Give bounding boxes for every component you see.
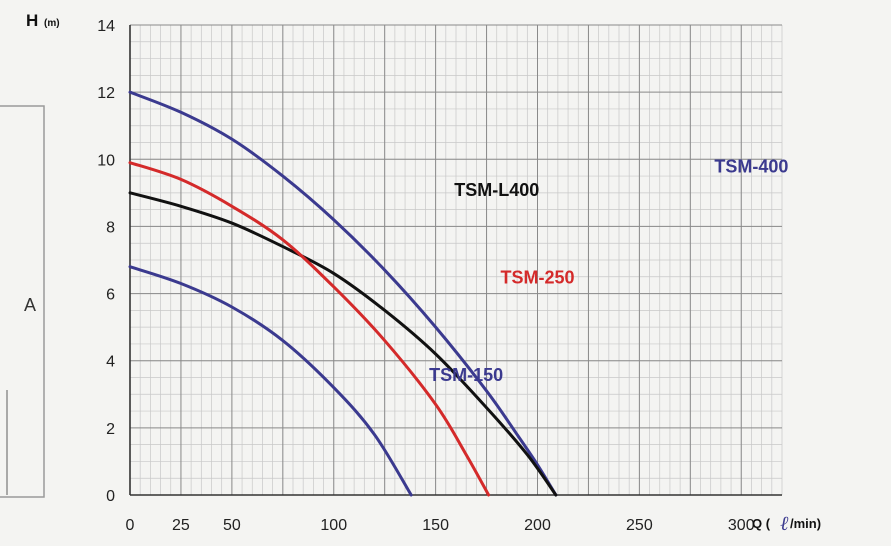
curve-tsm-l400 xyxy=(128,191,558,497)
y-tick-label: 14 xyxy=(97,18,115,35)
y-axis-label: H xyxy=(26,11,38,30)
y-tick-label: 0 xyxy=(106,488,115,505)
curve-tsm-150 xyxy=(128,265,413,497)
x-axis-label-litre-symbol: ℓ xyxy=(780,513,789,535)
x-tick-label: 50 xyxy=(223,517,241,534)
curve-label-tsm-250: TSM-250 xyxy=(500,268,574,288)
y-tick-label: 12 xyxy=(97,85,115,102)
x-tick-label: 150 xyxy=(422,517,449,534)
y-tick-label: 8 xyxy=(106,219,115,236)
y-tick-label: 2 xyxy=(106,421,115,438)
x-tick-label: 300 xyxy=(728,517,755,534)
y-axis-unit: (m) xyxy=(44,18,60,29)
x-tick-labels: 0 25 50 100 150 200 250 300 xyxy=(126,517,755,534)
curve-tsm-400 xyxy=(128,90,558,497)
y-tick-label: 6 xyxy=(106,287,115,304)
x-tick-label: 0 xyxy=(126,517,135,534)
y-tick-label: 4 xyxy=(106,354,115,371)
dimension-drawing-fragment: A xyxy=(0,105,45,498)
curve-label-tsm-l400: TSM-L400 xyxy=(454,180,539,200)
drawing-outline xyxy=(0,105,45,498)
side-dimension-label: A xyxy=(24,295,36,315)
curve-label-tsm-400: TSM-400 xyxy=(714,157,788,177)
x-tick-label: 25 xyxy=(172,517,190,534)
x-tick-label: 250 xyxy=(626,517,653,534)
curve-labels: TSM-400 TSM-L400 TSM-250 TSM-150 xyxy=(429,157,788,385)
x-axis-label-prefix: Q ( xyxy=(752,516,771,531)
major-grid xyxy=(129,24,782,496)
y-tick-label: 10 xyxy=(97,152,115,169)
curve-tsm-250 xyxy=(128,161,491,497)
y-tick-labels: 0 2 4 6 8 10 12 14 xyxy=(97,18,115,505)
x-tick-label: 100 xyxy=(320,517,347,534)
x-tick-label: 200 xyxy=(524,517,551,534)
curve-label-tsm-150: TSM-150 xyxy=(429,365,503,385)
performance-curves xyxy=(128,90,558,497)
x-axis-label-suffix: /min) xyxy=(790,516,821,531)
